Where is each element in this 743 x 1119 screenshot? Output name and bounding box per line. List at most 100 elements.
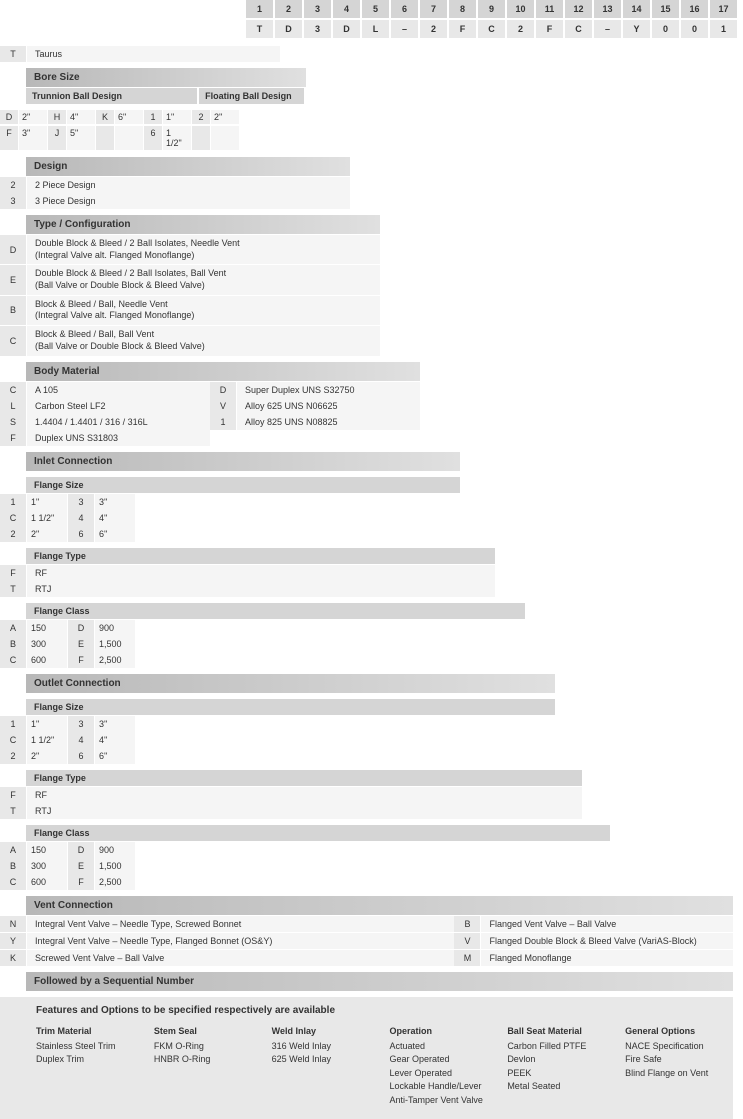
fcol-general: General Options NACE Specification Fire … bbox=[625, 1026, 723, 1108]
code-4: D bbox=[333, 20, 360, 38]
top-num-4: 4 bbox=[333, 0, 360, 18]
fs-v: 2" bbox=[27, 526, 67, 542]
top-num-1: 1 bbox=[246, 0, 273, 18]
fs-v: 1 1/2" bbox=[27, 510, 67, 526]
fs-c: 4 bbox=[68, 732, 94, 748]
fs-c: 3 bbox=[68, 716, 94, 732]
bm-label: Alloy 825 UNS N08825 bbox=[237, 414, 420, 430]
fcol-item: Gear Operated bbox=[389, 1053, 487, 1067]
ft-code: F bbox=[0, 787, 26, 803]
seq-num-section: Followed by a Sequential Number bbox=[0, 972, 733, 991]
fs-v: 2" bbox=[27, 748, 67, 764]
ft-code: T bbox=[0, 803, 26, 819]
features-section: Features and Options to be specified res… bbox=[0, 997, 733, 1119]
fc-v: 600 bbox=[27, 652, 67, 668]
flange-type-inlet: Flange Type FRF TRTJ bbox=[0, 548, 495, 597]
fc-c: F bbox=[68, 874, 94, 890]
flange-type-header-out: Flange Type bbox=[26, 770, 582, 786]
fs-c: 3 bbox=[68, 494, 94, 510]
vent-code: M bbox=[454, 950, 480, 966]
fc-c: D bbox=[68, 842, 94, 858]
vent-label: Screwed Vent Valve – Ball Valve bbox=[27, 950, 454, 966]
fs-c: 4 bbox=[68, 510, 94, 526]
fc-v: 600 bbox=[27, 874, 67, 890]
flange-class-header-out: Flange Class bbox=[26, 825, 610, 841]
inlet-header: Inlet Connection bbox=[26, 452, 460, 471]
bm-code: S bbox=[0, 414, 26, 430]
taurus-section: T Taurus bbox=[0, 46, 280, 62]
fc-v: 1,500 bbox=[95, 858, 135, 874]
bore-c: D bbox=[0, 110, 18, 124]
fcol-head: General Options bbox=[625, 1026, 723, 1036]
top-num-3: 3 bbox=[304, 0, 331, 18]
bore-size-header: Bore Size bbox=[26, 68, 306, 87]
type-label: Block & Bleed / Ball, Needle Vent(Integr… bbox=[27, 296, 380, 325]
fcol-head: Weld Inlay bbox=[272, 1026, 370, 1036]
bore-c: K bbox=[96, 110, 114, 124]
bm-code: L bbox=[0, 398, 26, 414]
bore-v: 3" bbox=[19, 126, 47, 150]
fcol-operation: Operation Actuated Gear Operated Lever O… bbox=[389, 1026, 487, 1108]
bore-c: 6 bbox=[144, 126, 162, 150]
vent-code: K bbox=[0, 950, 26, 966]
bore-v: 2" bbox=[19, 110, 47, 124]
vent-label: Integral Vent Valve – Needle Type, Flang… bbox=[27, 933, 454, 949]
fs-v: 3'' bbox=[95, 716, 135, 732]
fcol-head: Stem Seal bbox=[154, 1026, 252, 1036]
fcol-item: Devlon bbox=[507, 1053, 605, 1067]
code-5: L bbox=[362, 20, 389, 38]
top-num-9: 9 bbox=[478, 0, 505, 18]
top-num-8: 8 bbox=[449, 0, 476, 18]
fc-v: 300 bbox=[27, 636, 67, 652]
outlet-conn-section: Outlet Connection bbox=[0, 674, 555, 693]
type-config-section: Type / Configuration DDouble Block & Ble… bbox=[0, 215, 380, 356]
fc-v: 300 bbox=[27, 858, 67, 874]
bm-label: Alloy 625 UNS N06625 bbox=[237, 398, 420, 414]
top-num-12: 12 bbox=[565, 0, 592, 18]
bore-c bbox=[96, 126, 114, 150]
inlet-conn-section: Inlet Connection bbox=[0, 452, 460, 471]
bm-code: F bbox=[0, 430, 26, 446]
features-title: Features and Options to be specified res… bbox=[36, 1005, 723, 1016]
top-num-6: 6 bbox=[391, 0, 418, 18]
design-header: Design bbox=[26, 157, 350, 176]
fcol-item: Metal Seated bbox=[507, 1080, 605, 1094]
vent-label: Flanged Vent Valve – Ball Valve bbox=[481, 916, 733, 932]
type-label: Block & Bleed / Ball, Ball Vent(Ball Val… bbox=[27, 326, 380, 355]
body-material-section: Body Material CA 105 LCarbon Steel LF2 S… bbox=[0, 362, 420, 446]
fcol-item: Stainless Steel Trim bbox=[36, 1040, 134, 1054]
fc-v: 2,500 bbox=[95, 652, 135, 668]
vent-label: Integral Vent Valve – Needle Type, Screw… bbox=[27, 916, 454, 932]
fc-c: B bbox=[0, 636, 26, 652]
fc-c: C bbox=[0, 874, 26, 890]
top-num-13: 13 bbox=[594, 0, 621, 18]
code-10: 2 bbox=[507, 20, 534, 38]
code-15: 0 bbox=[652, 20, 679, 38]
fc-c: A bbox=[0, 620, 26, 636]
top-number-row: 1 2 3 4 5 6 7 8 9 10 11 12 13 14 15 16 1… bbox=[0, 0, 743, 18]
ft-label: RTJ bbox=[27, 803, 582, 819]
fcol-item: Fire Safe bbox=[625, 1053, 723, 1067]
fs-c: C bbox=[0, 732, 26, 748]
fcol-item: HNBR O-Ring bbox=[154, 1053, 252, 1067]
bm-label: Super Duplex UNS S32750 bbox=[237, 382, 420, 398]
top-num-14: 14 bbox=[623, 0, 650, 18]
flange-size-outlet: Flange Size 11"33'' C1 1/2"44'' 22"66'' bbox=[0, 699, 555, 764]
bore-v: 1" bbox=[163, 110, 191, 124]
design-code: 3 bbox=[0, 193, 26, 209]
bore-v bbox=[211, 126, 239, 150]
code-3: 3 bbox=[304, 20, 331, 38]
design-code: 2 bbox=[0, 177, 26, 193]
fs-c: C bbox=[0, 510, 26, 526]
type-label: Double Block & Bleed / 2 Ball Isolates, … bbox=[27, 235, 380, 264]
top-num-11: 11 bbox=[536, 0, 563, 18]
bore-c: 1 bbox=[144, 110, 162, 124]
vent-code: B bbox=[454, 916, 480, 932]
fcol-head: Operation bbox=[389, 1026, 487, 1036]
vent-code: Y bbox=[0, 933, 26, 949]
fc-v: 1,500 bbox=[95, 636, 135, 652]
top-num-17: 17 bbox=[710, 0, 737, 18]
body-material-header: Body Material bbox=[26, 362, 420, 381]
code-1: T bbox=[246, 20, 273, 38]
floating-header: Floating Ball Design bbox=[199, 88, 304, 104]
